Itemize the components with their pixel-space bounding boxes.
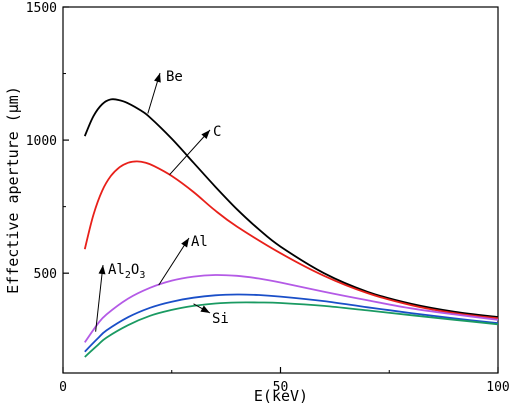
- annotation-al2o3-sub2: 3: [139, 270, 145, 281]
- arrow-c: [169, 129, 211, 176]
- x-axis-title: E(keV): [254, 387, 308, 405]
- annotation-al2o3-mid: O: [131, 262, 139, 278]
- y-tick-label: 500: [34, 267, 57, 282]
- y-axis-title: Effective aperture (μm): [4, 86, 22, 294]
- axis-ticks: 0 50 100 500 1000 1500: [26, 1, 510, 395]
- annotation-al2o3-sub1: 2: [125, 270, 131, 281]
- arrow-si: [193, 303, 211, 314]
- series-layer: [83, 98, 499, 358]
- y-tick-label: 1000: [26, 134, 57, 149]
- annotation-arrows: [95, 72, 211, 332]
- annotation-al: Al: [191, 234, 208, 250]
- annotation-be: Be: [166, 69, 183, 85]
- annotation-c: C: [213, 124, 221, 140]
- series-line-al: [84, 274, 499, 343]
- annotation-si: Si: [212, 311, 229, 327]
- y-tick-label: 1500: [26, 1, 57, 16]
- annotation-al2o3: Al2O3: [108, 262, 145, 281]
- series-line-si: [84, 301, 499, 358]
- annotation-al2o3-base: Al: [108, 262, 125, 278]
- arrow-al2o3: [95, 264, 106, 332]
- x-tick-label: 50: [273, 380, 289, 395]
- series-line-c: [83, 160, 499, 320]
- series-line-be: [83, 98, 499, 318]
- x-tick-label: 100: [486, 380, 509, 395]
- arrow-al: [158, 237, 190, 286]
- arrow-be: [147, 72, 161, 114]
- series-line-al2o3: [84, 293, 499, 353]
- x-tick-label: 0: [59, 380, 67, 395]
